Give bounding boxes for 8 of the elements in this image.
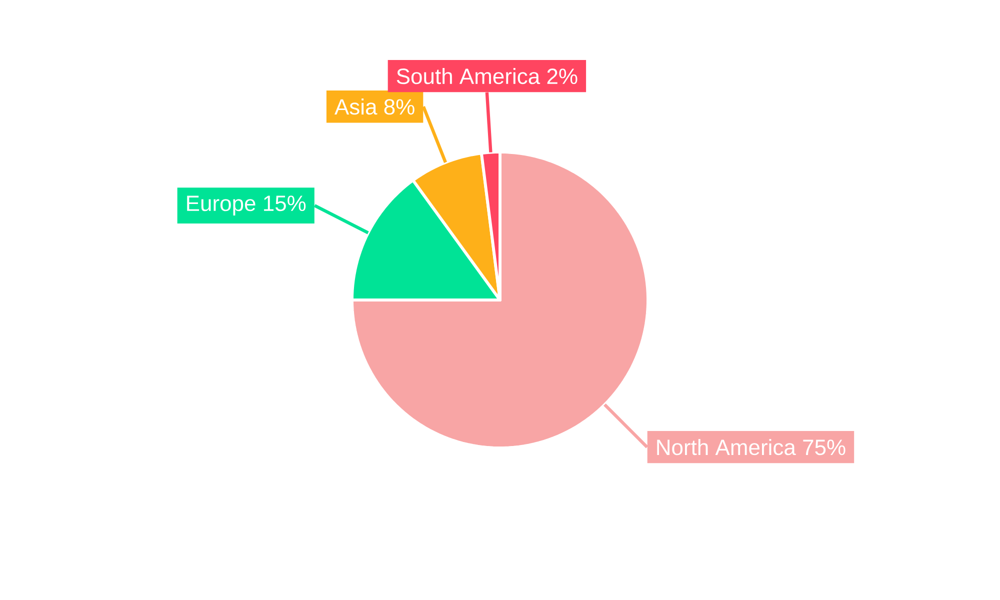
slice-label: Asia (334, 98, 378, 115)
slice-label: South America (396, 68, 540, 84)
slice-label: North America (657, 439, 796, 456)
data-label: 75% (803, 440, 846, 456)
data-label: 2% (547, 68, 578, 84)
data-label: 8% (384, 99, 414, 115)
slice-label: Europe (187, 196, 256, 216)
data-label: 15% (264, 196, 306, 212)
